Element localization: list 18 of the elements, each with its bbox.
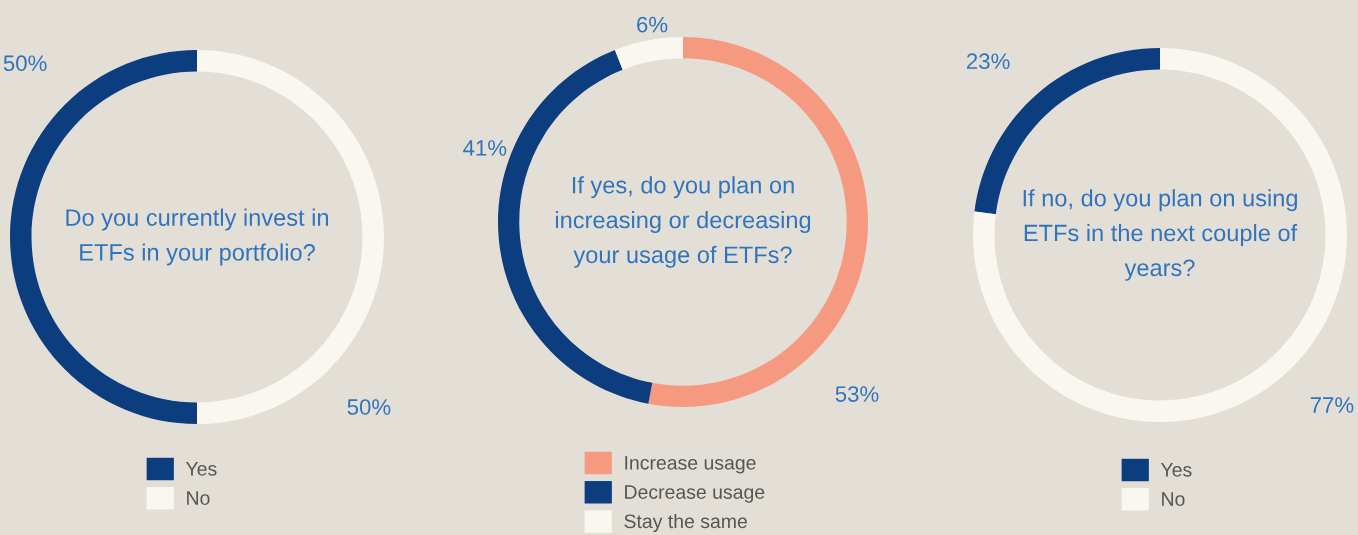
data-label: 6%	[637, 16, 668, 33]
data-label: 53%	[835, 386, 879, 402]
donut-slice	[614, 37, 683, 70]
legend-label: Yes	[185, 462, 217, 476]
data-label: 41%	[463, 140, 507, 156]
data-label: 77%	[1310, 397, 1354, 413]
legend-label: Yes	[1160, 463, 1192, 477]
legend-label: No	[187, 491, 210, 505]
legend-label: No	[1162, 492, 1185, 506]
legend-label: Increase usage	[625, 456, 756, 474]
legend-label: Decrease usage	[625, 485, 765, 503]
text: If yes, do you plan on increasing or decreasing your usage of ETFs?	[555, 176, 811, 268]
legend-label: Stay the same	[624, 513, 747, 533]
text: If no, do you plan on using ETFs in the next couple of years?	[1023, 189, 1298, 281]
text: Do you currently invest in ETFs in your portfolio?	[66, 208, 329, 266]
data-label: 23%	[966, 53, 1010, 70]
data-label: 50%	[347, 399, 391, 415]
data-label: 50%	[3, 55, 47, 72]
